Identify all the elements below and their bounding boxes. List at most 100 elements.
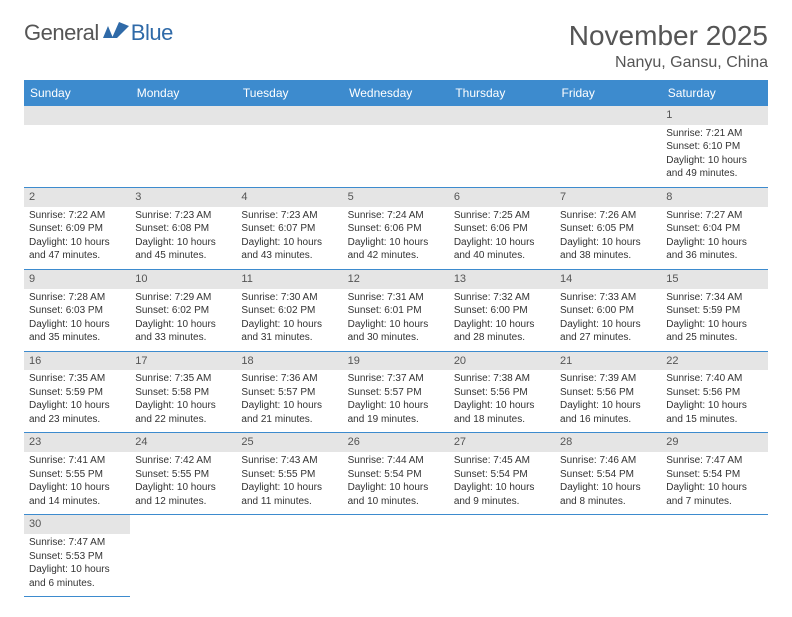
day-body: Sunrise: 7:40 AMSunset: 5:56 PMDaylight:… [661,370,767,432]
sunrise-text: Sunrise: 7:35 AM [135,372,231,386]
day-body: Sunrise: 7:26 AMSunset: 6:05 PMDaylight:… [555,207,661,269]
daylight-text: Daylight: 10 hours [454,399,550,413]
daylight-text: and 25 minutes. [666,331,762,345]
day-number: 1 [661,106,767,125]
sunset-text: Sunset: 6:00 PM [560,304,656,318]
sunrise-text: Sunrise: 7:41 AM [29,454,125,468]
daylight-text: Daylight: 10 hours [348,318,444,332]
sunset-text: Sunset: 5:55 PM [135,468,231,482]
calendar-cell: 13Sunrise: 7:32 AMSunset: 6:00 PMDayligh… [449,269,555,351]
sunrise-text: Sunrise: 7:40 AM [666,372,762,386]
daylight-text: and 14 minutes. [29,495,125,509]
day-body: Sunrise: 7:27 AMSunset: 6:04 PMDaylight:… [661,207,767,269]
sunset-text: Sunset: 6:02 PM [241,304,337,318]
day-body: Sunrise: 7:24 AMSunset: 6:06 PMDaylight:… [343,207,449,269]
day-number: 18 [236,352,342,371]
calendar-cell: 17Sunrise: 7:35 AMSunset: 5:58 PMDayligh… [130,351,236,433]
title-block: November 2025 Nanyu, Gansu, China [569,20,768,72]
day-number: 19 [343,352,449,371]
daylight-text: Daylight: 10 hours [454,236,550,250]
day-number: 24 [130,433,236,452]
sunset-text: Sunset: 6:06 PM [454,222,550,236]
day-number: 26 [343,433,449,452]
daylight-text: and 19 minutes. [348,413,444,427]
sunset-text: Sunset: 6:01 PM [348,304,444,318]
day-body: Sunrise: 7:44 AMSunset: 5:54 PMDaylight:… [343,452,449,514]
sunrise-text: Sunrise: 7:23 AM [241,209,337,223]
sunset-text: Sunset: 5:53 PM [29,550,125,564]
daylight-text: Daylight: 10 hours [454,481,550,495]
day-number: 22 [661,352,767,371]
daylight-text: Daylight: 10 hours [560,236,656,250]
daylight-text: and 49 minutes. [666,167,762,181]
calendar-row: 23Sunrise: 7:41 AMSunset: 5:55 PMDayligh… [24,433,768,515]
calendar-cell: 29Sunrise: 7:47 AMSunset: 5:54 PMDayligh… [661,433,767,515]
daylight-text: Daylight: 10 hours [241,318,337,332]
sunrise-text: Sunrise: 7:30 AM [241,291,337,305]
day-body: Sunrise: 7:38 AMSunset: 5:56 PMDaylight:… [449,370,555,432]
daylight-text: and 11 minutes. [241,495,337,509]
daylight-text: Daylight: 10 hours [560,318,656,332]
daylight-text: and 21 minutes. [241,413,337,427]
calendar-cell [449,515,555,597]
sunset-text: Sunset: 5:55 PM [241,468,337,482]
daylight-text: Daylight: 10 hours [135,318,231,332]
sunset-text: Sunset: 5:56 PM [560,386,656,400]
daylight-text: and 9 minutes. [454,495,550,509]
day-number: 21 [555,352,661,371]
day-body: Sunrise: 7:45 AMSunset: 5:54 PMDaylight:… [449,452,555,514]
daylight-text: Daylight: 10 hours [666,318,762,332]
sunset-text: Sunset: 6:09 PM [29,222,125,236]
calendar-cell [130,515,236,597]
daylight-text: Daylight: 10 hours [666,481,762,495]
calendar-cell [555,515,661,597]
daylight-text: Daylight: 10 hours [29,481,125,495]
day-number: 23 [24,433,130,452]
sunset-text: Sunset: 6:08 PM [135,222,231,236]
sunrise-text: Sunrise: 7:28 AM [29,291,125,305]
calendar-cell: 10Sunrise: 7:29 AMSunset: 6:02 PMDayligh… [130,269,236,351]
day-body: Sunrise: 7:41 AMSunset: 5:55 PMDaylight:… [24,452,130,514]
daylight-text: Daylight: 10 hours [29,318,125,332]
logo-text-blue: Blue [131,20,173,46]
day-body: Sunrise: 7:47 AMSunset: 5:53 PMDaylight:… [24,534,130,596]
day-body: Sunrise: 7:46 AMSunset: 5:54 PMDaylight:… [555,452,661,514]
day-number: 5 [343,188,449,207]
weekday-header: Monday [130,80,236,106]
day-number: 8 [661,188,767,207]
day-number: 13 [449,270,555,289]
sunrise-text: Sunrise: 7:43 AM [241,454,337,468]
sunrise-text: Sunrise: 7:22 AM [29,209,125,223]
calendar-cell: 19Sunrise: 7:37 AMSunset: 5:57 PMDayligh… [343,351,449,433]
daylight-text: Daylight: 10 hours [29,236,125,250]
sunset-text: Sunset: 5:57 PM [241,386,337,400]
day-body: Sunrise: 7:35 AMSunset: 5:58 PMDaylight:… [130,370,236,432]
day-number: 30 [24,515,130,534]
sunrise-text: Sunrise: 7:33 AM [560,291,656,305]
daylight-text: and 15 minutes. [666,413,762,427]
daylight-text: and 40 minutes. [454,249,550,263]
daylight-text: Daylight: 10 hours [666,399,762,413]
weekday-header: Tuesday [236,80,342,106]
daylight-text: and 18 minutes. [454,413,550,427]
daylight-text: Daylight: 10 hours [241,481,337,495]
calendar-cell: 6Sunrise: 7:25 AMSunset: 6:06 PMDaylight… [449,187,555,269]
daylight-text: and 10 minutes. [348,495,444,509]
day-body: Sunrise: 7:33 AMSunset: 6:00 PMDaylight:… [555,289,661,351]
sunrise-text: Sunrise: 7:24 AM [348,209,444,223]
calendar-cell: 1Sunrise: 7:21 AMSunset: 6:10 PMDaylight… [661,106,767,187]
day-body: Sunrise: 7:47 AMSunset: 5:54 PMDaylight:… [661,452,767,514]
day-body: Sunrise: 7:31 AMSunset: 6:01 PMDaylight:… [343,289,449,351]
sunrise-text: Sunrise: 7:29 AM [135,291,231,305]
sunrise-text: Sunrise: 7:37 AM [348,372,444,386]
calendar-cell [130,106,236,187]
day-number: 6 [449,188,555,207]
calendar-cell: 8Sunrise: 7:27 AMSunset: 6:04 PMDaylight… [661,187,767,269]
day-number: 14 [555,270,661,289]
sunrise-text: Sunrise: 7:23 AM [135,209,231,223]
daylight-text: and 28 minutes. [454,331,550,345]
daylight-text: Daylight: 10 hours [560,399,656,413]
day-body: Sunrise: 7:23 AMSunset: 6:07 PMDaylight:… [236,207,342,269]
daylight-text: Daylight: 10 hours [29,399,125,413]
calendar-table: Sunday Monday Tuesday Wednesday Thursday… [24,80,768,597]
